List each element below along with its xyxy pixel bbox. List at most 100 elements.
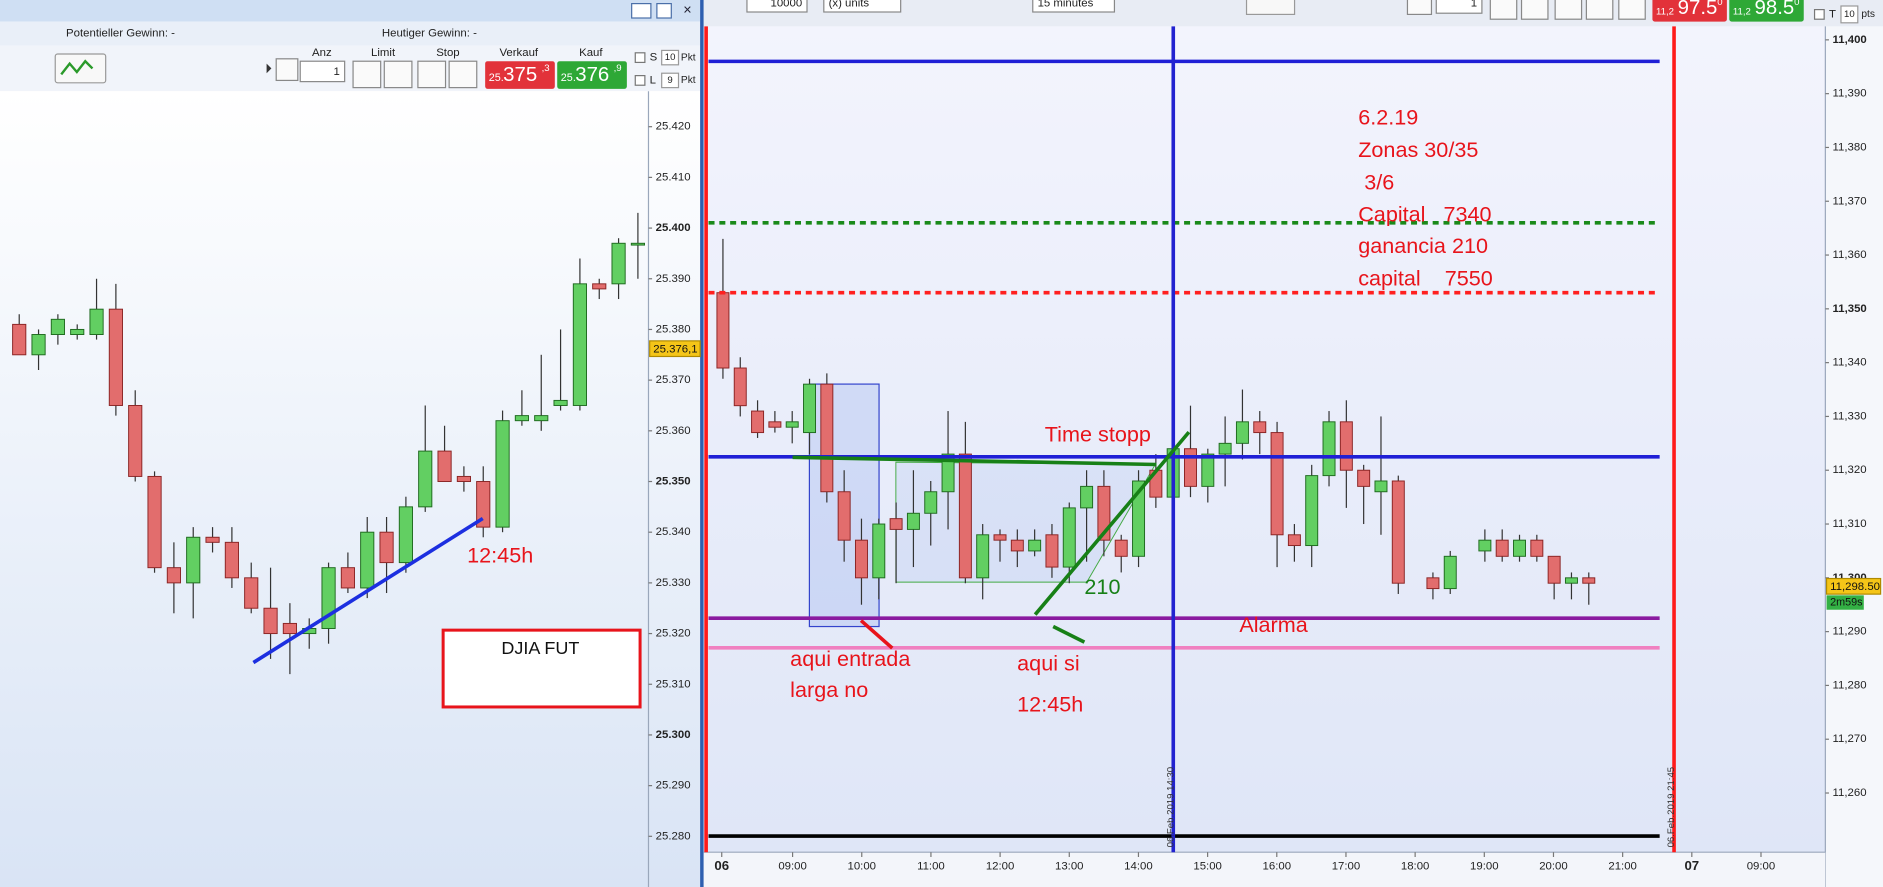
maximize-button[interactable] (656, 3, 672, 19)
candle-body (70, 328, 85, 335)
candle-body (340, 567, 355, 589)
candle-body (166, 567, 181, 584)
candle-body (733, 367, 747, 407)
anz-input[interactable] (299, 60, 346, 83)
x-tick-label: 21:00 (1608, 861, 1637, 873)
y-tick-label: 25.300 (656, 729, 691, 741)
chart-marks: 25.28025.29025.30025.31025.32025.33025.3… (12, 34, 1867, 873)
quantity-value: 10000 (771, 0, 803, 10)
order-button[interactable] (1520, 0, 1549, 20)
buy-price-big: 376 (575, 64, 609, 86)
anz-value: 1 (334, 66, 340, 78)
price-tag (649, 340, 701, 358)
keyboard-button[interactable] (631, 3, 652, 19)
candle-body (630, 242, 645, 246)
today-gain: Heutiger Gewinn: - (382, 28, 477, 40)
overlays: 06.Feb.2019 14:30 06.Feb.2019 21:45 12:4… (252, 26, 1882, 853)
candle-body (1270, 432, 1284, 536)
y-tick-label: 25.370 (656, 374, 691, 386)
limit-sell-button[interactable] (383, 60, 413, 89)
candle-body (572, 283, 587, 406)
buy-button[interactable] (1729, 0, 1804, 22)
candle-body (108, 308, 123, 406)
limit-label: Limit (371, 47, 396, 59)
wrench-button[interactable] (1406, 0, 1433, 16)
y-tick-label: 25.320 (656, 628, 691, 640)
candle-body (1010, 539, 1024, 552)
y-tick-label: 25.310 (656, 678, 691, 690)
stop-label: Stop (436, 47, 459, 59)
vline-label: 06.Feb.2019 21:45 (1666, 767, 1677, 848)
chart-type-button[interactable] (1245, 0, 1296, 16)
sell-button[interactable] (485, 61, 555, 89)
s-value: 10 (665, 52, 676, 63)
close-button[interactable]: × (683, 3, 691, 19)
toolbar-arrow[interactable] (266, 63, 272, 74)
candle-body (553, 399, 568, 406)
note: capital 7550 (1358, 265, 1493, 290)
candle-body (495, 420, 510, 528)
marker-line (859, 619, 894, 650)
candle-body (1547, 555, 1561, 584)
annotation: Time stopp (1045, 421, 1151, 446)
order-button[interactable] (1585, 0, 1614, 20)
info-bar (0, 21, 701, 46)
candle-body (1305, 475, 1319, 547)
candle-body (12, 323, 27, 356)
quantity-input[interactable] (746, 0, 808, 13)
candle-body (906, 512, 920, 530)
candle-body (1028, 539, 1042, 552)
annotation: Alarma (1239, 612, 1308, 637)
order-button[interactable] (1618, 0, 1646, 20)
wrench-button[interactable] (275, 58, 299, 82)
s-label: S (650, 52, 658, 64)
candle-body (889, 518, 903, 530)
limit-buy-button[interactable] (352, 60, 382, 89)
sell-button[interactable] (1652, 0, 1727, 22)
x-tick-label: 07 (1684, 858, 1699, 873)
y-tick-label: 25.280 (656, 830, 691, 842)
order-button[interactable] (1489, 0, 1518, 20)
order-button[interactable] (1554, 0, 1583, 20)
candle-body (1080, 485, 1094, 509)
anz-label: Anz (312, 47, 332, 59)
candle-body (976, 534, 990, 579)
l-checkbox[interactable] (634, 75, 646, 86)
candle-body (360, 531, 375, 589)
candle-body (785, 421, 799, 428)
t-input[interactable] (1840, 5, 1859, 24)
buy-button[interactable] (557, 61, 627, 89)
units-dropdown[interactable] (823, 0, 902, 13)
candle-body (1582, 577, 1596, 584)
candle-body (89, 308, 104, 335)
countdown-label: 2m59s (1830, 596, 1863, 608)
t-checkbox[interactable] (1813, 9, 1825, 20)
y-tick-label: 11,320 (1833, 464, 1867, 476)
price-tag-label: 11,298.50 (1830, 581, 1880, 593)
y-tick-label: 25.360 (656, 425, 691, 437)
candle-body (186, 536, 201, 584)
candle-body (820, 383, 834, 493)
candle-body (1374, 480, 1388, 493)
potential-gain: Potentieller Gewinn: - (66, 28, 175, 40)
chart-icon (60, 59, 94, 76)
x-tick-label: 11:00 (917, 861, 945, 873)
window-divider (700, 0, 704, 887)
candle-body (379, 531, 394, 564)
candle-body (263, 607, 278, 635)
trend-line (252, 516, 484, 665)
candle-body (1114, 539, 1128, 557)
order-qty-value: 1 (1471, 0, 1477, 10)
s-input[interactable] (661, 49, 680, 66)
candle-body (803, 383, 817, 434)
t-label: T (1829, 8, 1836, 20)
candle-body (751, 410, 765, 434)
interval-dropdown[interactable] (1032, 0, 1116, 13)
candle-body (1287, 534, 1301, 547)
y-tick-label: 25.390 (656, 273, 691, 285)
order-qty-input[interactable] (1435, 0, 1483, 14)
s-checkbox[interactable] (634, 52, 646, 64)
stop-buy-button[interactable] (417, 60, 447, 89)
l-input[interactable] (661, 72, 680, 89)
stop-sell-button[interactable] (448, 60, 478, 89)
